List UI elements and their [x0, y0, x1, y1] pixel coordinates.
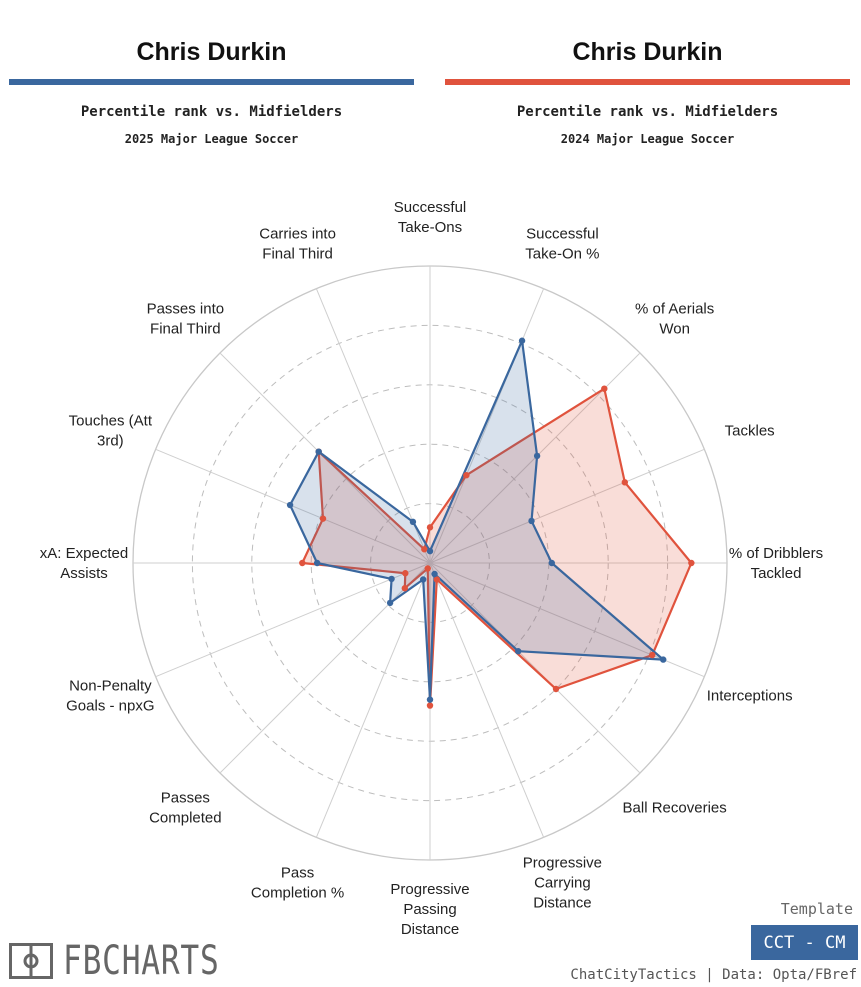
data-credit: ChatCityTactics | Data: Opta/FBref	[570, 967, 857, 983]
left-subtitle: Percentile rank vs. Midfielders	[80, 104, 343, 120]
radar-spoke	[429, 562, 641, 774]
data-point-2024	[319, 515, 327, 522]
data-point-2025	[388, 575, 395, 583]
left-player-bar	[9, 79, 414, 85]
left-season: 2025 Major League Soccer	[124, 132, 299, 146]
metric-label: Passes into Final Third	[147, 300, 225, 337]
data-point-2025	[409, 518, 417, 526]
logo-text: FBCHARTS	[63, 938, 220, 984]
data-point-2025	[431, 570, 438, 578]
metric-label: Pass Completion %	[251, 865, 344, 902]
metric-label: Non-Penalty Goals - npxG	[66, 677, 154, 714]
data-point-2024	[424, 565, 431, 572]
radar-spoke	[315, 288, 431, 564]
data-point-2024	[601, 385, 608, 392]
metric-label: Ball Recoveries	[623, 800, 727, 817]
metric-label: Passes Completed	[149, 790, 222, 827]
metric-label: Carries into Final Third	[259, 225, 336, 262]
data-point-2024	[402, 570, 409, 577]
data-point-2025	[313, 559, 321, 567]
data-point-2024	[552, 685, 560, 693]
right-player-bar	[445, 79, 850, 85]
pitch-icon	[9, 943, 53, 979]
data-point-2025	[660, 656, 667, 663]
data-point-2024	[688, 559, 695, 567]
metric-label: Progressive Passing Distance	[390, 881, 469, 938]
data-point-2025	[515, 648, 522, 655]
radar-spoke	[429, 562, 545, 838]
data-point-2025	[426, 696, 434, 703]
data-point-2024	[463, 471, 470, 479]
metric-label: % of Dribblers Tackled	[729, 545, 823, 582]
radar-spoke	[155, 562, 431, 678]
metric-label: Tackles	[725, 423, 775, 440]
radar-spoke	[429, 562, 705, 678]
metric-label: Progressive Carrying Distance	[523, 855, 602, 912]
data-point-2025	[518, 337, 526, 344]
data-point-2024	[649, 651, 656, 659]
fbcharts-logo: FBCHARTS	[9, 938, 264, 984]
radar-spoke	[429, 288, 545, 564]
right-season: 2024 Major League Soccer	[560, 132, 735, 146]
metric-label: % of Aerials Won	[635, 300, 714, 337]
data-point-2025	[419, 576, 427, 583]
data-point-2024	[433, 576, 441, 583]
data-point-2025	[528, 517, 535, 525]
data-point-2025	[386, 599, 394, 607]
data-point-2024	[421, 546, 428, 553]
metric-label: Successful Take-Ons	[394, 199, 467, 236]
template-badge: CCT - CM	[751, 925, 858, 960]
radar-spoke	[315, 562, 431, 838]
data-point-2024	[426, 524, 434, 531]
metric-label: xA: Expected Assists	[40, 545, 128, 582]
metric-label: Touches (Att 3rd)	[69, 413, 153, 450]
data-point-2025	[426, 547, 434, 555]
right-subtitle: Percentile rank vs. Midfielders	[516, 104, 779, 120]
metric-label: Interceptions	[707, 687, 793, 704]
data-point-2025	[533, 452, 541, 460]
data-point-2024	[401, 585, 408, 592]
data-point-2024	[426, 702, 434, 709]
data-point-2025	[315, 448, 322, 455]
metric-label: Successful Take-On %	[525, 225, 599, 262]
data-point-2025	[548, 559, 555, 567]
data-point-2025	[286, 501, 294, 509]
right-player-name: Chris Durkin	[572, 38, 723, 66]
data-point-2024	[621, 479, 629, 486]
radar-spoke	[219, 562, 431, 774]
data-point-2024	[299, 559, 306, 567]
template-label: Template	[780, 900, 853, 918]
radar-spoke	[429, 448, 705, 564]
left-player-name: Chris Durkin	[136, 38, 287, 66]
